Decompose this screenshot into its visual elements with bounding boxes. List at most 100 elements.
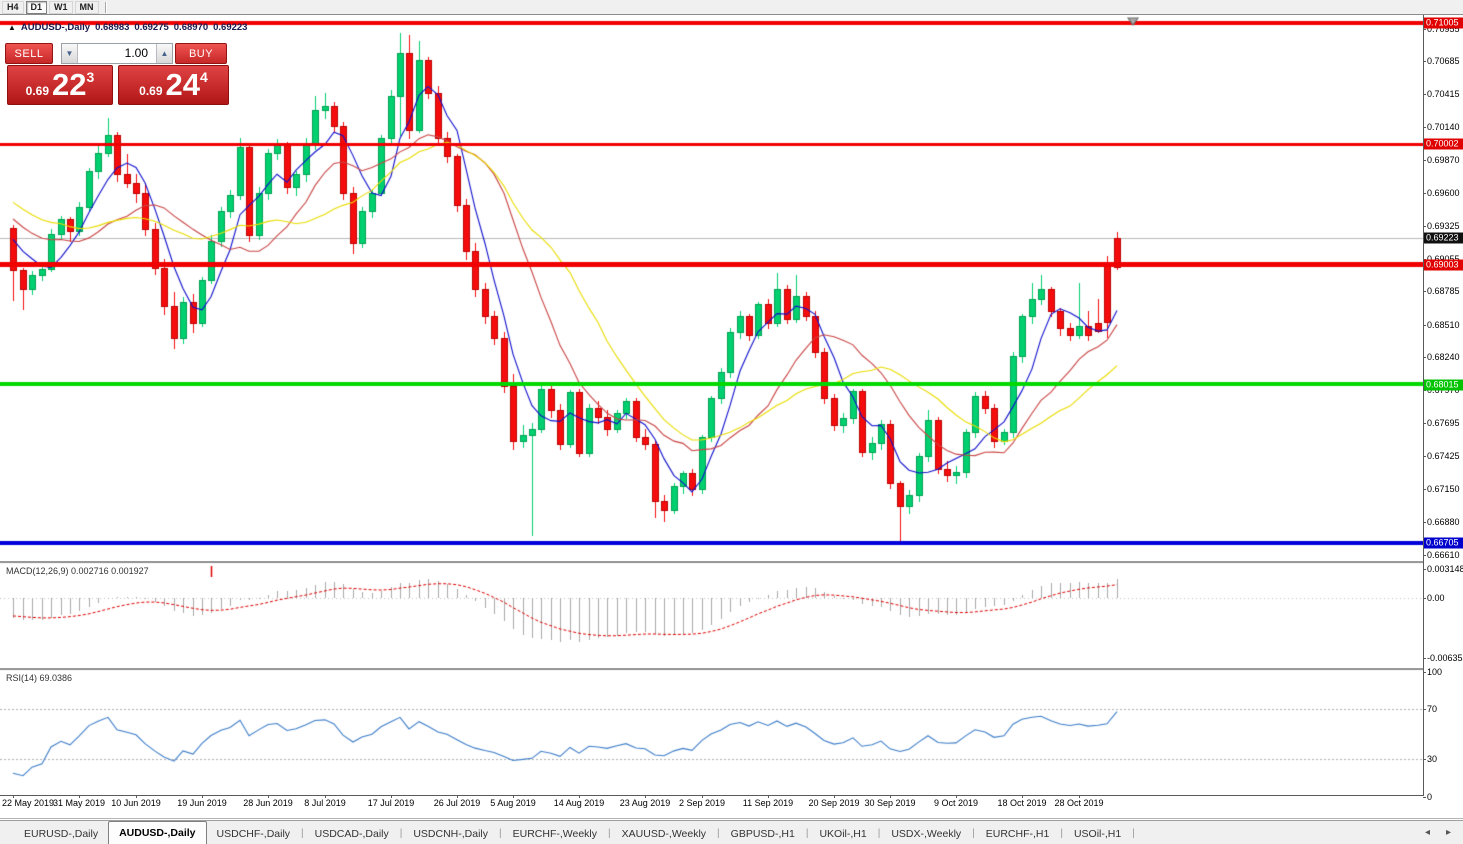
time-tick-label: 18 Oct 2019	[997, 798, 1047, 808]
hline-price-label[interactable]: 0.66705	[1424, 537, 1463, 549]
timeframe-button-h4[interactable]: H4	[2, 1, 24, 14]
timeframe-toolbar: H4 D1 W1 MN	[0, 0, 1463, 15]
price-tick: 0.68510	[1423, 319, 1460, 330]
toolbar-separator	[104, 1, 107, 13]
time-tick-label: 5 Aug 2019	[490, 798, 536, 808]
time-tick-label: 26 Jul 2019	[433, 798, 481, 808]
tab-separator: |	[972, 827, 975, 839]
time-tick-mark	[513, 795, 514, 798]
time-tick-mark	[890, 795, 891, 798]
time-tick-mark	[79, 795, 80, 798]
time-tick-mark	[136, 795, 137, 798]
tab-usoil-h1[interactable]: USOil-,H1	[1073, 828, 1122, 840]
macd-tick: 0.003148	[1423, 564, 1463, 574]
time-tick-mark	[645, 795, 646, 798]
tab-xauusd-weekly[interactable]: XAUUSD-,Weekly	[621, 828, 707, 840]
time-tick-label: 19 Jun 2019	[177, 798, 227, 808]
price-tick: 0.68240	[1423, 352, 1460, 363]
tabs-scroller: ◂ ▸	[1425, 827, 1451, 838]
buy-price-pip: 4	[200, 69, 208, 85]
timeframe-button-mn[interactable]: MN	[74, 1, 99, 14]
tab-audusd-daily[interactable]: AUDUSD-,Daily	[108, 821, 207, 844]
time-tick-mark	[768, 795, 769, 798]
one-click-trade-panel: SELL ▼ 1.00 ▲ BUY 0.69 22 3 0.69 24 4	[5, 43, 229, 105]
time-tick-label: 14 Aug 2019	[553, 798, 605, 808]
macd-panel-canvas[interactable]	[0, 563, 1423, 668]
macd-name: MACD(12,26,9)	[6, 566, 69, 576]
time-tick-label: 31 May 2019	[52, 798, 106, 808]
time-tick-label: 20 Sep 2019	[808, 798, 860, 808]
sell-button[interactable]: SELL	[5, 43, 53, 64]
tab-usdx-weekly[interactable]: USDX-,Weekly	[891, 828, 962, 840]
sell-price-main: 22	[52, 67, 87, 102]
tab-gbpusd-h1[interactable]: GBPUSD-,H1	[730, 828, 795, 840]
price-tick: 0.69325	[1423, 220, 1460, 231]
volume-stepper: ▼ 1.00 ▲	[61, 43, 173, 64]
time-tick-label: 28 Oct 2019	[1054, 798, 1104, 808]
price-tick: 0.69870	[1423, 155, 1460, 165]
time-axis-line	[0, 795, 1423, 796]
rsi-tick: 70	[1422, 704, 1438, 714]
chart-tabs-bar: EURUSD-,Daily AUDUSD-,Daily USDCHF-,Daily |…	[0, 820, 1463, 844]
hline-price-label[interactable]: 0.70002	[1424, 138, 1463, 150]
tab-usdcad-daily[interactable]: USDCAD-,Daily	[314, 828, 389, 840]
tab-ukoil-h1[interactable]: UKOil-,H1	[819, 828, 867, 840]
time-tick-label: 22 May 2019	[2, 798, 55, 808]
time-tick-label: 10 Jun 2019	[111, 798, 161, 808]
time-tick-label: 23 Aug 2019	[619, 798, 671, 808]
timeframe-button-d1[interactable]: D1	[25, 1, 48, 14]
current-price-label: 0.69223	[1424, 232, 1463, 244]
rsi-value: 69.0386	[39, 673, 73, 683]
time-tick-mark	[956, 795, 957, 798]
volume-decrease-button[interactable]: ▼	[62, 44, 78, 63]
time-tick-label: 17 Jul 2019	[367, 798, 415, 808]
rsi-panel-canvas[interactable]	[0, 670, 1423, 795]
time-tick-mark	[834, 795, 835, 798]
panel-divider[interactable]	[0, 668, 1423, 671]
rsi-label: RSI(14) 69.0386	[6, 673, 72, 683]
hline-price-label[interactable]: 0.68015	[1424, 379, 1463, 390]
macd-label: MACD(12,26,9) 0.002716 0.001927	[6, 566, 149, 576]
chart-header: ▲ AUDUSD-,Daily 0.68983 0.69275 0.68970 …	[8, 21, 247, 33]
collapse-icon[interactable]: ▲	[8, 22, 16, 32]
time-tick-mark	[1079, 795, 1080, 798]
volume-increase-button[interactable]: ▲	[156, 44, 172, 63]
timeframe-button-w1[interactable]: W1	[49, 1, 73, 14]
price-tick: 0.68785	[1423, 286, 1460, 297]
tab-eurusd-daily[interactable]: EURUSD-,Daily	[24, 828, 99, 840]
sell-price-prefix: 0.69	[25, 84, 50, 98]
tab-eurchf-weekly[interactable]: EURCHF-,Weekly	[512, 828, 598, 840]
price-tick: 0.70415	[1423, 89, 1460, 99]
price-tick: 0.66880	[1423, 516, 1460, 527]
tab-separator: |	[301, 827, 304, 839]
price-tick: 0.70140	[1423, 122, 1460, 133]
tab-separator: |	[1132, 827, 1135, 839]
tabs-scroll-left-button[interactable]: ◂	[1424, 827, 1430, 838]
time-tick-label: 9 Oct 2019	[933, 798, 979, 808]
time-tick-mark	[457, 795, 458, 798]
tab-usdcnh-daily[interactable]: USDCNH-,Daily	[413, 828, 489, 840]
macd-tick: -0.006353	[1423, 653, 1463, 663]
time-tick-mark	[702, 795, 703, 798]
buy-price-button[interactable]: 0.69 24 4	[118, 65, 229, 105]
tab-eurchf-h1[interactable]: EURCHF-,H1	[985, 828, 1050, 840]
time-tick-mark	[1022, 795, 1023, 798]
time-tick-mark	[268, 795, 269, 798]
price-tick: 0.67150	[1423, 484, 1460, 495]
macd-values: 0.002716 0.001927	[71, 566, 149, 576]
main-chart-canvas[interactable]	[0, 15, 1423, 561]
panel-divider[interactable]	[0, 561, 1423, 564]
hline-price-label[interactable]: 0.69003	[1424, 259, 1463, 271]
price-tick: 0.70955	[1423, 23, 1460, 34]
tabs-scroll-right-button[interactable]: ▸	[1445, 827, 1451, 838]
macd-tick: 0.00	[1423, 593, 1445, 603]
hline-price-label[interactable]: 0.71005	[1424, 17, 1463, 29]
sell-price-button[interactable]: 0.69 22 3	[7, 65, 113, 105]
tab-usdchf-daily[interactable]: USDCHF-,Daily	[216, 828, 291, 840]
buy-button[interactable]: BUY	[175, 43, 227, 64]
tab-separator: |	[717, 827, 720, 839]
tab-separator: |	[877, 827, 881, 839]
volume-input[interactable]: 1.00	[124, 46, 148, 60]
tab-separator: |	[1060, 827, 1063, 839]
time-tick-mark	[391, 795, 392, 798]
